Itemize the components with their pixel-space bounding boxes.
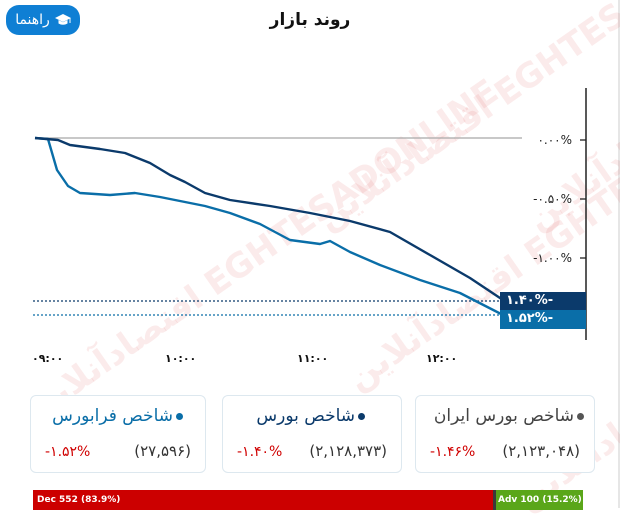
index-card-bourse[interactable]: شاخص بورس (۲,۱۲۸,۳۷۳) -۱.۴۰% [222, 395, 402, 473]
help-button-label: راهنما [15, 12, 50, 28]
card-change: -۱.۵۲% [45, 444, 91, 460]
card-name: شاخص بورس ایران [433, 406, 574, 426]
card-name: شاخص فرابورس [52, 406, 173, 426]
card-change: -۱.۴۰% [237, 444, 283, 460]
series-farabourse-line [34, 136, 504, 317]
card-value: (۲۷,۵۹۶) [134, 442, 191, 460]
card-value: (۲,۱۲۸,۳۷۳) [309, 442, 387, 460]
decline-bar: Dec 552 (83.9%) [33, 490, 493, 510]
legend-dot-icon [358, 412, 365, 420]
x-tick: ۰۹:۰۰ [32, 352, 64, 365]
series-bourse-line [34, 136, 504, 301]
y-tick: -۱.۰۰% [533, 251, 572, 265]
y-tick: ۰.۰۰% [537, 133, 572, 147]
farabourse-end-label: ۱.۵۲%- [500, 310, 586, 329]
y-tick: -۰.۵۰% [533, 192, 572, 206]
help-button[interactable]: راهنما [6, 5, 80, 35]
graduation-cap-icon [54, 14, 71, 25]
breadth-divider [493, 490, 496, 510]
market-breadth-bar: Dec 552 (83.9%) Adv 100 (15.2%) [33, 490, 583, 510]
x-tick: ۱۲:۰۰ [426, 352, 458, 365]
bourse-end-label: ۱.۴۰%- [500, 292, 586, 310]
market-trend-chart [33, 88, 587, 340]
card-change: -۱.۴۶% [430, 444, 476, 460]
index-card-iran-bourse[interactable]: شاخص بورس ایران (۲,۱۲۳,۰۴۸) -۱.۴۶% [415, 395, 595, 473]
legend-dot-icon [577, 412, 584, 420]
page-title: روند بازار [269, 10, 351, 30]
x-tick: ۱۱:۰۰ [297, 352, 329, 365]
card-value: (۲,۱۲۳,۰۴۸) [502, 442, 580, 460]
card-name: شاخص بورس [256, 406, 355, 426]
x-tick: ۱۰:۰۰ [165, 352, 197, 365]
widget-frame [618, 0, 620, 508]
advance-bar: Adv 100 (15.2%) [496, 490, 583, 510]
index-card-farabourse[interactable]: شاخص فرابورس (۲۷,۵۹۶) -۱.۵۲% [30, 395, 206, 473]
legend-dot-icon [176, 412, 183, 420]
